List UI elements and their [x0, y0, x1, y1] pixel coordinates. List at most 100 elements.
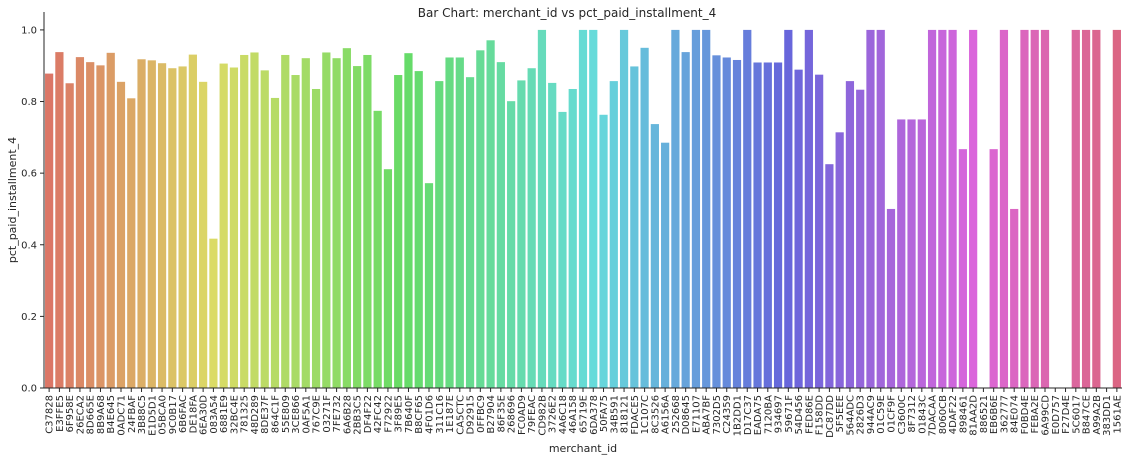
bar-05BCA0	[157, 63, 167, 389]
bar-3F89E5	[394, 75, 403, 389]
bar-01843C	[917, 119, 926, 389]
x-tick-label: D92915	[466, 395, 477, 435]
x-tick-label: 01C59E	[876, 395, 887, 434]
x-tick-label: F0BD4E	[1020, 395, 1031, 434]
y-tick-label: 0.0	[21, 384, 37, 395]
bar-5F5EEE	[835, 132, 844, 388]
x-tick-label: E0D757	[1051, 395, 1062, 434]
bar-42FC42	[373, 110, 382, 388]
x-tick-label: C37828	[45, 395, 56, 434]
bar-564ADC	[845, 81, 855, 389]
bar-944AC9	[866, 29, 875, 389]
bar-3B88C5	[137, 59, 146, 389]
bar-4DAF22	[948, 29, 957, 389]
bar-48D289	[250, 52, 259, 389]
x-tick-label: 864C1F	[271, 395, 282, 433]
x-tick-label: 8F7312	[907, 395, 918, 433]
bar-311C16	[435, 81, 444, 389]
x-tick-label: 8060CB	[938, 395, 949, 434]
x-tick-label: 7DACAA	[928, 395, 939, 437]
bar-C37828	[45, 73, 54, 388]
x-tick-label: D17C37	[743, 395, 754, 435]
x-tick-label: E3FFE5	[55, 395, 66, 432]
bar-84E074	[1010, 208, 1019, 388]
x-tick-label: 564ADC	[845, 395, 856, 436]
bar-B8CF65	[414, 71, 423, 388]
x-tick-label: D08645	[681, 395, 692, 435]
x-tick-label: 083A54	[209, 395, 220, 434]
x-tick-label: E71107	[691, 395, 702, 433]
x-tick-label: DE18FA	[188, 395, 199, 434]
x-tick-label: 3CE866	[291, 395, 302, 434]
bar-F158DD	[815, 74, 824, 389]
x-tick-label: 4DAF22	[948, 395, 959, 434]
bar-934697	[773, 62, 783, 389]
x-tick-label: 5F5EEE	[835, 395, 846, 432]
bar-6881E9	[219, 63, 228, 388]
bar-DF4F22	[363, 54, 372, 388]
y-axis-ticks: 0.0 0.2 0.4 0.6 0.8 1.0	[21, 25, 44, 395]
bar-6DA378	[589, 29, 598, 389]
x-tick-label: 818121	[620, 395, 631, 433]
bar-59671F	[784, 29, 793, 389]
bar-864C1F	[270, 97, 280, 388]
x-tick-label: 3726E2	[548, 395, 559, 433]
bar-FED86E	[804, 29, 813, 389]
x-tick-label: 6A6B28	[342, 395, 353, 434]
x-tick-label: 55E809	[281, 395, 292, 433]
x-tick-label: 886521	[979, 395, 990, 433]
x-tick-label: B4E645	[106, 395, 117, 434]
bar-FDACE5	[630, 66, 639, 389]
bar-6B6FAC	[178, 66, 187, 389]
bar-083A54	[209, 238, 218, 388]
x-tick-label: EB6B6E	[989, 395, 1000, 434]
bar-C24359	[722, 57, 731, 388]
bar-6EA30D	[199, 81, 208, 388]
x-tick-label: FDACE5	[630, 395, 641, 435]
x-tick-label: 24FBAF	[127, 395, 138, 433]
bar-34B591	[609, 81, 618, 389]
bars	[45, 29, 1121, 389]
bar-03271F	[322, 52, 331, 389]
x-tick-label: 46A158	[568, 395, 579, 434]
x-tick-label: 8DE37F	[260, 395, 271, 434]
x-tick-label: 1561AE	[1112, 395, 1123, 434]
bar-7B640F	[404, 53, 413, 389]
x-tick-label: 944AC9	[866, 395, 877, 434]
bar-8D665E	[86, 62, 95, 388]
bar-A6156A	[661, 142, 670, 388]
bar-4A6C18	[558, 111, 567, 388]
x-tick-label: 4F01D6	[425, 395, 436, 434]
bar-01C59E	[876, 29, 885, 389]
bar-898461	[958, 149, 967, 388]
x-tick-label: 3F89E5	[394, 395, 405, 433]
x-tick-label: 0AF5A1	[301, 395, 312, 434]
bar-6A99CD	[1040, 29, 1050, 389]
x-tick-label: 01CF9F	[887, 395, 898, 433]
y-tick-label: 0.2	[21, 312, 37, 323]
bar-6A6B28	[342, 48, 351, 389]
x-tick-label: 84E074	[1010, 395, 1021, 433]
bar-0AF5A1	[301, 58, 310, 388]
x-tick-label: ABA7BF	[702, 395, 713, 435]
x-tick-label: 65719E	[579, 395, 590, 433]
x-tick-label: 362777	[999, 395, 1010, 433]
y-tick-label: 0.6	[21, 169, 37, 180]
x-tick-label: 7302D5	[712, 395, 723, 435]
x-tick-label: 86F35E	[496, 395, 507, 433]
x-tick-label: B27904	[486, 395, 497, 434]
bar-7120BA	[763, 62, 772, 389]
bar-EB6B6E	[989, 149, 998, 388]
x-tick-label: 7B640F	[404, 395, 415, 433]
bar-1B2DD1	[732, 59, 742, 388]
x-tick-label: 54D456	[794, 395, 805, 435]
x-tick-label: 8B9A68	[96, 395, 107, 434]
bar-86F35E	[496, 62, 505, 388]
bar-268696	[507, 101, 516, 389]
bar-E1D5D1	[147, 60, 156, 389]
x-tick-label: F158DD	[815, 395, 826, 436]
bar-B847CE	[1081, 29, 1091, 389]
x-tick-label: 05BCA0	[158, 395, 169, 435]
